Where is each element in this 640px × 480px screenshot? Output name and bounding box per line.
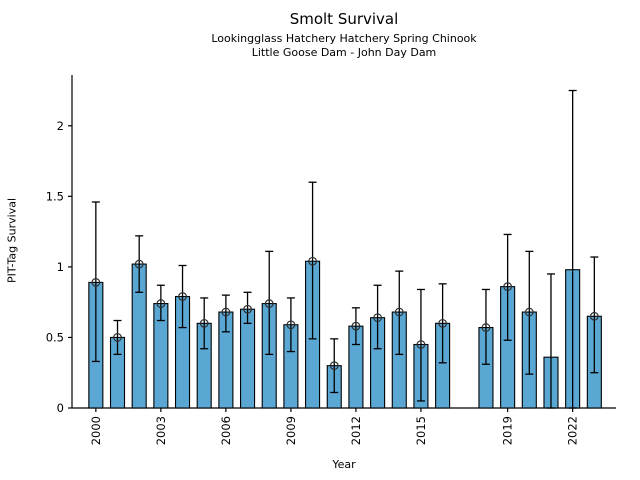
chart-subtitle-hatchery: Lookingglass Hatchery Hatchery Spring Ch…: [211, 32, 477, 45]
x-tick-label: 2022: [566, 416, 580, 445]
marker-2013: [373, 313, 382, 323]
marker-2023: [589, 311, 599, 321]
y-tick-label: 1: [57, 260, 64, 274]
marker-2012: [351, 321, 361, 331]
marker-2010: [308, 256, 317, 266]
marker-2006: [221, 307, 231, 317]
marker-2008: [264, 299, 274, 308]
marker-2001: [113, 333, 122, 342]
x-tick-label: 2003: [154, 416, 168, 445]
y-tick-label: 0.5: [46, 330, 64, 344]
x-tick-label: 2006: [219, 416, 233, 445]
marker-2020: [524, 307, 534, 317]
marker-2007: [243, 304, 252, 314]
bar-2007: [240, 308, 256, 409]
marker-2011: [329, 361, 339, 371]
marker-2018: [481, 323, 491, 332]
y-tick-label: 0: [57, 401, 64, 415]
x-axis-label: Year: [332, 458, 356, 471]
marker-2015: [416, 340, 426, 349]
marker-2005: [199, 318, 209, 328]
marker-2009: [286, 320, 296, 330]
x-tick-label: 2019: [501, 416, 515, 445]
y-tick-label: 1.5: [46, 189, 64, 203]
marker-2002: [134, 259, 144, 269]
marker-2004: [178, 292, 187, 301]
marker-2003: [156, 299, 166, 308]
x-tick-label: 2009: [284, 416, 298, 445]
marker-2014: [394, 307, 404, 317]
chart-title: Smolt Survival: [289, 10, 399, 28]
chart-subtitle-reach: Little Goose Dam - John Day Dam: [251, 46, 437, 59]
marker-2000: [91, 278, 101, 287]
x-tick-label: 2012: [349, 416, 363, 445]
x-tick-label: 2015: [414, 416, 428, 445]
marker-2016: [438, 318, 448, 328]
x-tick-label: 2000: [89, 416, 103, 445]
marker-2019: [503, 282, 513, 292]
y-tick-label: 2: [57, 119, 64, 133]
